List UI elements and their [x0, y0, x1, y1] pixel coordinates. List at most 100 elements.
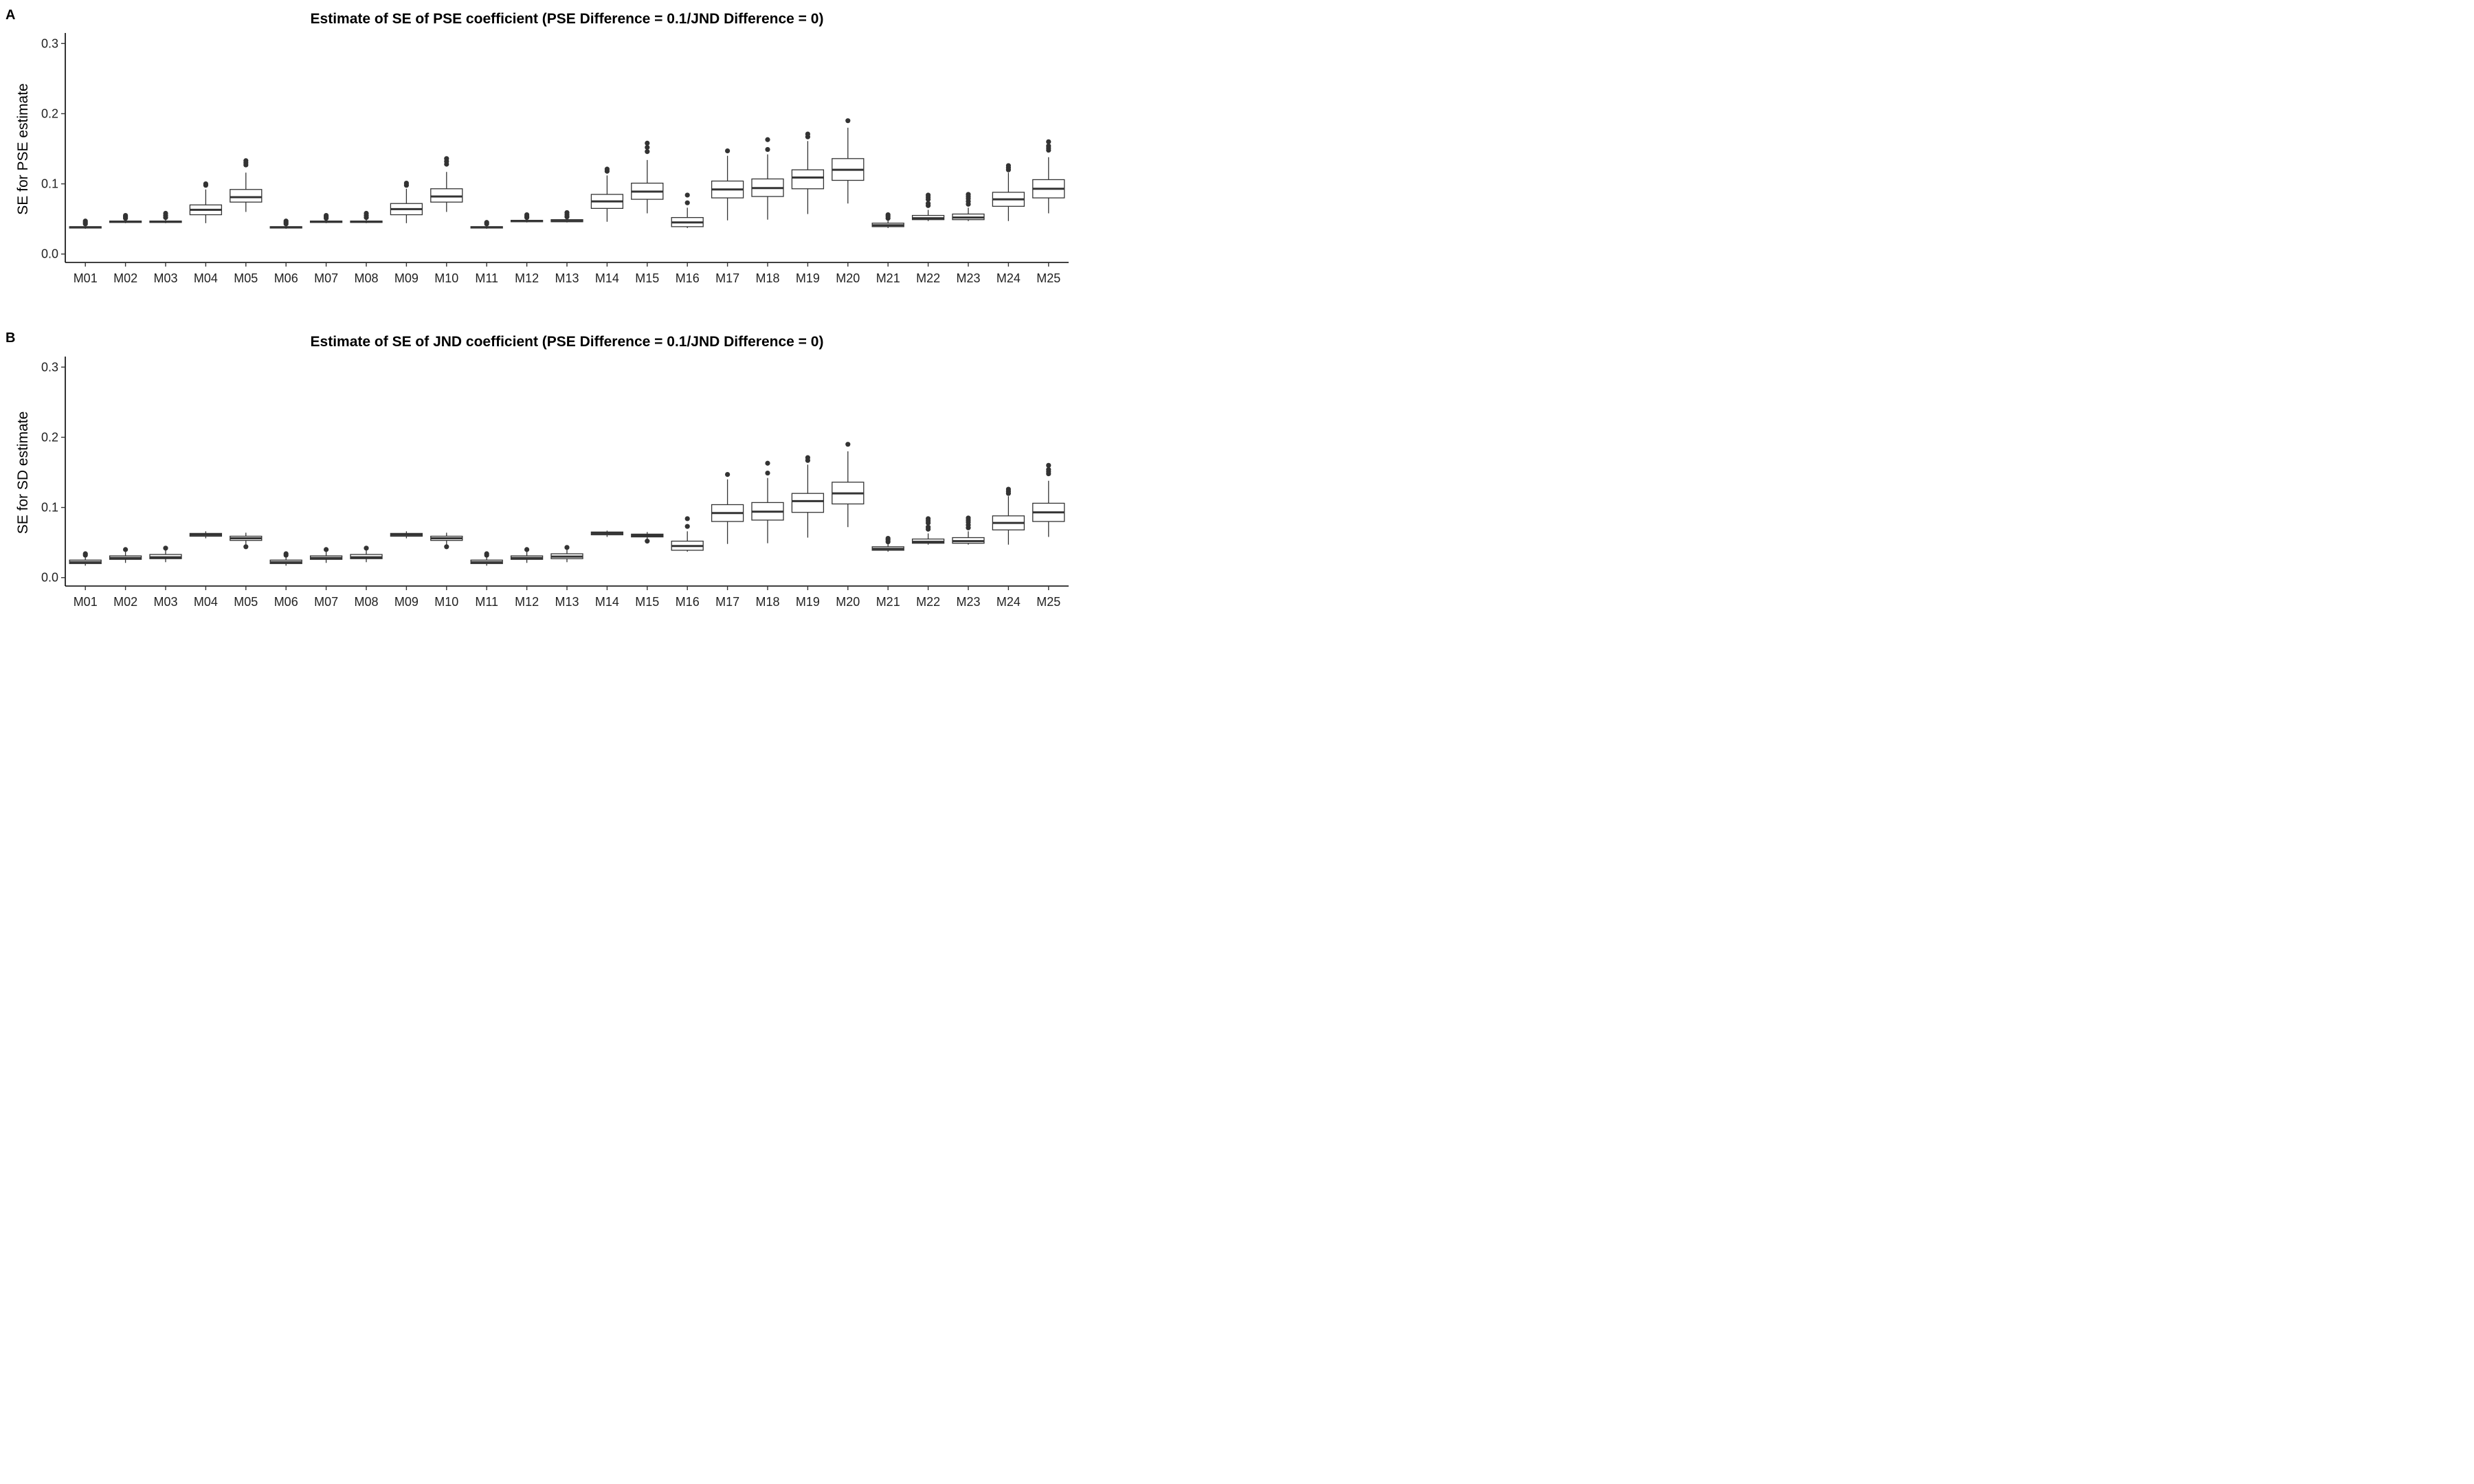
- box-m17: [711, 148, 744, 221]
- box-m01: [69, 218, 102, 229]
- y-axis-label: SE for SD estimate: [15, 412, 31, 535]
- outlier-point: [524, 547, 530, 552]
- x-tick-label: M24: [996, 271, 1021, 285]
- outlier-point: [484, 220, 489, 225]
- outlier-point: [82, 218, 88, 224]
- x-tick-label: M20: [836, 271, 860, 285]
- x-tick-label: M06: [274, 271, 298, 285]
- box-m21: [871, 212, 904, 228]
- x-tick-label: M24: [996, 595, 1021, 609]
- x-tick-label: M08: [354, 595, 378, 609]
- x-tick-label: M21: [876, 271, 900, 285]
- box-m04: [189, 531, 223, 539]
- outlier-point: [926, 201, 931, 206]
- outlier-point: [283, 551, 289, 556]
- outlier-point: [324, 212, 329, 218]
- x-tick-label: M19: [796, 271, 820, 285]
- box-m25: [1032, 139, 1065, 214]
- outlier-point: [725, 471, 731, 477]
- box-m06: [269, 551, 302, 566]
- x-tick-label: M09: [394, 271, 419, 285]
- x-tick-label: M11: [475, 595, 498, 609]
- outlier-point: [283, 218, 289, 224]
- outlier-point: [1046, 139, 1051, 144]
- box-m05: [230, 532, 263, 550]
- box-m15: [631, 140, 664, 214]
- outlier-point: [564, 210, 570, 216]
- outlier-point: [765, 470, 770, 476]
- box-iqr: [430, 188, 463, 203]
- box-m21: [871, 535, 904, 552]
- outlier-point: [123, 212, 129, 218]
- outlier-point: [403, 180, 410, 186]
- x-tick-label: M03: [153, 271, 177, 285]
- box-m04: [189, 181, 223, 223]
- box-m10: [430, 532, 463, 550]
- outlier-point: [805, 131, 810, 137]
- outlier-point: [243, 158, 249, 164]
- outlier-point: [324, 547, 329, 552]
- x-tick-label: M05: [234, 271, 258, 285]
- box-m22: [911, 192, 945, 221]
- x-tick-label: M13: [555, 595, 579, 609]
- outlier-point: [684, 516, 690, 521]
- box-m16: [671, 192, 704, 228]
- outlier-point: [163, 546, 168, 551]
- box-m10: [430, 156, 463, 212]
- panel-letter: A: [5, 8, 15, 23]
- outlier-point: [765, 460, 770, 466]
- box-m18: [751, 460, 784, 543]
- x-tick-label: M10: [434, 595, 458, 609]
- outlier-point: [444, 156, 449, 161]
- figure: A Estimate of SE of PSE coefficient (PSE…: [5, 8, 1069, 609]
- box-m17: [711, 471, 744, 544]
- plot-area: 0.0 0.1 0.2 0.3 M01 M02 M03 M04 M05 M06 M07 M08 M09 M…: [41, 357, 1069, 609]
- x-tick-label: M17: [715, 271, 739, 285]
- x-tick-label: M25: [1036, 271, 1060, 285]
- x-tick-label: M07: [314, 271, 338, 285]
- x-tick-label: M03: [153, 595, 177, 609]
- x-tick-label: M01: [74, 595, 98, 609]
- x-tick-label: M02: [113, 271, 137, 285]
- outlier-point: [123, 547, 129, 552]
- box-m08: [350, 210, 383, 223]
- box-m09: [390, 531, 423, 539]
- outlier-point: [805, 455, 810, 460]
- outlier-point: [243, 544, 249, 550]
- x-tick-label: M13: [555, 271, 579, 285]
- box-m14: [590, 166, 624, 222]
- x-tick-label: M25: [1036, 595, 1060, 609]
- box-m20: [832, 118, 865, 204]
- outlier-point: [364, 546, 369, 551]
- box-m07: [309, 212, 343, 223]
- box-m22: [911, 516, 945, 545]
- box-m13: [550, 545, 583, 563]
- outlier-point: [645, 539, 650, 544]
- outlier-point: [203, 181, 208, 187]
- outlier-point: [604, 166, 610, 172]
- box-m14: [590, 530, 624, 537]
- x-tick-label: M15: [635, 271, 659, 285]
- box-m11: [470, 551, 503, 566]
- box-m03: [149, 210, 182, 223]
- outlier-point: [885, 212, 891, 218]
- x-tick-label: M16: [676, 271, 700, 285]
- x-tick-label: M04: [194, 271, 218, 285]
- box-m07: [309, 547, 343, 563]
- outlier-point: [645, 149, 650, 155]
- plot-area: 0.0 0.1 0.2 0.3 M01 M02 M03 M04 M05 M06 M07 M08 M09 M…: [41, 33, 1069, 285]
- outlier-point: [845, 442, 851, 447]
- outlier-point: [845, 118, 851, 124]
- x-tick-label: M14: [595, 271, 619, 285]
- x-tick-label: M04: [194, 595, 218, 609]
- box-m08: [350, 546, 383, 563]
- y-tick-label: 0.0: [41, 247, 58, 261]
- x-tick-label: M12: [515, 271, 539, 285]
- y-axis-label: SE for PSE estimate: [15, 83, 31, 214]
- outlier-point: [765, 137, 770, 142]
- box-m13: [550, 210, 583, 223]
- x-tick-label: M06: [274, 595, 298, 609]
- x-tick-label: M02: [113, 595, 137, 609]
- box-m19: [791, 131, 825, 214]
- outlier-point: [966, 515, 971, 521]
